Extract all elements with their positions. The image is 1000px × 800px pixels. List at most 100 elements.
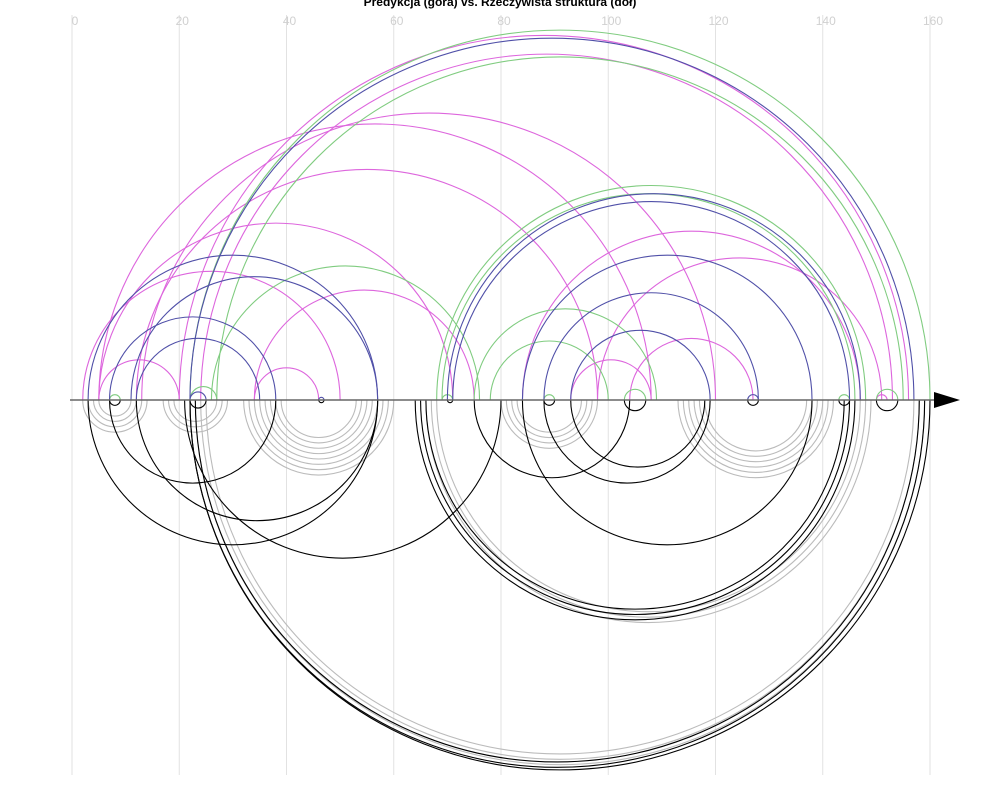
arc xyxy=(505,399,593,444)
arc xyxy=(280,399,357,438)
arc xyxy=(162,399,229,433)
arc xyxy=(623,399,647,412)
arc xyxy=(98,399,132,417)
arc xyxy=(489,340,609,401)
arc xyxy=(248,399,389,471)
arc xyxy=(543,399,556,406)
arc xyxy=(682,399,829,473)
arc xyxy=(473,308,658,401)
arc xyxy=(259,399,379,460)
arc xyxy=(596,257,883,401)
arc xyxy=(108,399,277,484)
arc xyxy=(269,399,368,449)
arc xyxy=(264,399,373,455)
arc xyxy=(446,193,861,401)
arc xyxy=(189,399,931,770)
arc xyxy=(87,254,379,401)
arc xyxy=(135,337,261,401)
x-tick-label: 40 xyxy=(283,14,297,28)
arc xyxy=(200,53,894,401)
arc xyxy=(875,399,899,412)
arc xyxy=(253,367,320,401)
arc xyxy=(189,399,926,768)
arc xyxy=(253,399,384,465)
arc xyxy=(98,123,652,401)
arc xyxy=(521,231,861,401)
arc xyxy=(698,399,813,457)
arc xyxy=(629,337,754,401)
arc xyxy=(167,399,223,428)
arc xyxy=(875,388,899,401)
x-tick-label: 80 xyxy=(497,14,511,28)
arc xyxy=(747,394,759,401)
arc xyxy=(838,394,851,401)
arc xyxy=(173,399,218,422)
arc xyxy=(108,394,121,401)
x-tick-label: 120 xyxy=(708,14,728,28)
arc xyxy=(452,201,851,401)
arc xyxy=(189,391,207,401)
arc xyxy=(82,270,341,401)
arc xyxy=(184,399,502,559)
arc xyxy=(747,399,759,406)
arc xyxy=(135,399,379,522)
arc xyxy=(216,56,904,401)
arc xyxy=(570,329,711,401)
arc xyxy=(253,289,475,401)
arc xyxy=(441,193,856,401)
arc xyxy=(98,359,180,401)
arc xyxy=(108,316,277,401)
x-tick-label: 100 xyxy=(601,14,621,28)
arc xyxy=(521,399,813,545)
arc xyxy=(543,394,556,401)
chart-title: Predykcja (góra) vs. Rzeczywista struktu… xyxy=(364,0,637,9)
arc xyxy=(189,30,931,401)
arc xyxy=(543,399,711,484)
arc xyxy=(430,399,867,618)
arc xyxy=(693,399,818,463)
arc xyxy=(516,399,582,433)
arc xyxy=(92,399,137,422)
arc xyxy=(130,276,379,401)
arc xyxy=(189,38,915,401)
arc xyxy=(135,168,599,401)
arc xyxy=(425,399,845,610)
arc xyxy=(838,399,851,406)
x-tick-label: 60 xyxy=(390,14,404,28)
arc xyxy=(141,112,717,401)
arc xyxy=(521,255,813,401)
x-tick-label: 0 xyxy=(72,14,79,28)
arc xyxy=(436,399,861,612)
arc xyxy=(210,265,481,401)
arc xyxy=(189,399,207,409)
arc xyxy=(570,399,706,468)
arc xyxy=(194,399,926,766)
arc xyxy=(623,388,647,401)
arc xyxy=(436,184,867,401)
arc xyxy=(87,399,379,546)
arc xyxy=(178,34,910,401)
arc xyxy=(688,399,824,468)
arc xyxy=(243,399,395,476)
arc xyxy=(98,222,454,401)
arc xyxy=(511,399,588,439)
arc xyxy=(704,399,808,452)
arc xyxy=(194,399,920,763)
arc xyxy=(570,359,652,401)
arc xyxy=(500,399,599,449)
x-tick-label: 20 xyxy=(176,14,190,28)
arc xyxy=(425,399,872,624)
x-tick-label: 140 xyxy=(816,14,836,28)
axis-arrow xyxy=(934,392,960,408)
arc xyxy=(87,399,143,428)
x-tick-label: 160 xyxy=(923,14,943,28)
arc xyxy=(420,399,851,616)
arc xyxy=(677,399,835,479)
arc xyxy=(82,399,148,433)
arc xyxy=(543,292,759,401)
arc xyxy=(414,399,856,620)
arc xyxy=(275,399,363,444)
arc xyxy=(108,399,121,406)
arc xyxy=(473,399,631,479)
